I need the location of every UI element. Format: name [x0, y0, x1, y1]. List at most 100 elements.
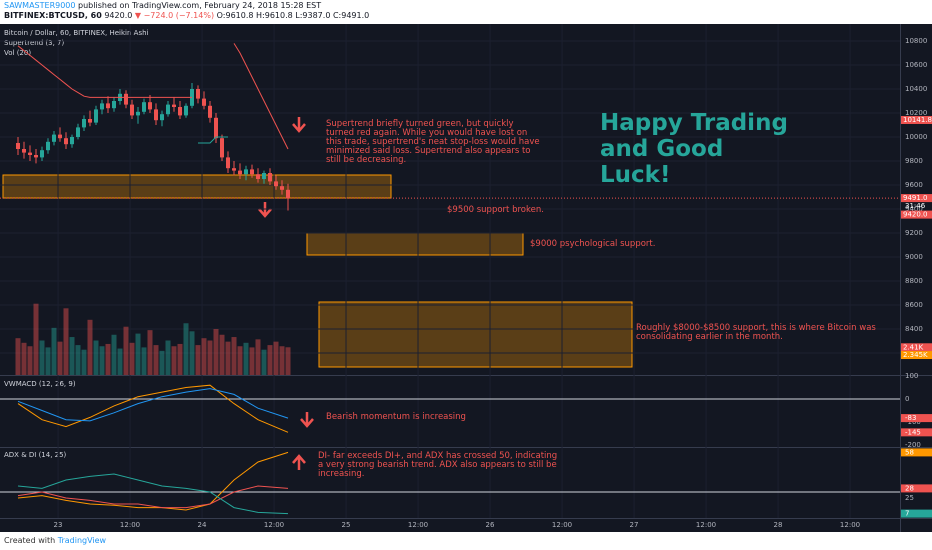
candle-body [262, 173, 266, 179]
adx-tag-label: 58 [905, 448, 914, 456]
candle-body [196, 89, 200, 99]
candle-body [184, 105, 188, 116]
macd-line [17, 388, 289, 422]
header: SAWMASTER9000 published on TradingView.c… [0, 0, 932, 24]
volume-bar [201, 338, 207, 375]
adx-tag [901, 484, 932, 493]
price-tag-label: 9420.0 [903, 211, 928, 219]
annotation: Roughly $8000-$8500 support, this is whe… [636, 323, 876, 342]
adx-tag-label: 28 [905, 484, 914, 492]
brand[interactable]: TradingView [57, 536, 107, 545]
y-tick-label: 9800 [905, 157, 923, 165]
adx-line [17, 485, 289, 509]
y-tick-label: 8400 [905, 325, 923, 333]
y-tick-label: 9200 [905, 229, 923, 237]
volume-bar [213, 329, 219, 375]
y-tick-label: -200 [905, 441, 921, 449]
volume-bar [57, 341, 63, 375]
volume-bar [207, 340, 213, 375]
x-tick-label: 26 [486, 521, 495, 529]
annotation: Bearish momentum is increasing [326, 412, 466, 422]
author[interactable]: SAWMASTER9000 [4, 1, 76, 10]
volume-tag-label: 2.345K [903, 351, 928, 359]
chart: Bitcoin / Dollar, 60, BITFINEX, Heikin A… [0, 24, 932, 532]
candle-body [34, 155, 38, 158]
candle-body [82, 119, 86, 128]
candle-body [220, 138, 224, 158]
adx-tag [901, 448, 932, 457]
y-tick-label: 9400 [905, 205, 923, 213]
volume-bar [105, 343, 111, 375]
annotation: DI- far exceeds DI+, and ADX has crossed… [318, 451, 558, 479]
x-tick-label: 12:00 [120, 521, 140, 529]
candle-body [268, 173, 272, 182]
volume-tag [901, 351, 932, 360]
adx-line [17, 451, 289, 511]
adx-line [17, 473, 289, 515]
support-box [306, 232, 524, 256]
volume-bar [93, 340, 99, 375]
candle-body [280, 186, 284, 190]
volume-bar [285, 347, 291, 375]
candle-body [16, 143, 20, 149]
volume-bar [45, 347, 51, 375]
supertrend-line [198, 136, 228, 144]
volume-bar [21, 342, 27, 375]
legend: Supertrend (3, 7) [4, 39, 64, 47]
arrows [258, 117, 314, 470]
countdown: 31:46 [905, 202, 926, 210]
volume-bar [267, 345, 273, 375]
candle-body [124, 93, 128, 105]
candle-body [226, 157, 230, 169]
y-tick-label: 10000 [905, 133, 927, 141]
candle-body [100, 103, 104, 110]
volume-bar [159, 350, 165, 375]
volume-bar [15, 338, 21, 375]
macd-tag [901, 414, 932, 423]
candle-body [178, 107, 182, 116]
volume-bar [123, 326, 129, 375]
candle-body [214, 117, 218, 139]
x-tick-label: 28 [774, 521, 783, 529]
candle-body [46, 141, 50, 151]
volume-tag [901, 343, 932, 352]
candle-body [286, 189, 290, 199]
macd-tag-label: -145 [905, 428, 921, 436]
price-tag [901, 210, 932, 219]
volume-bar [111, 334, 117, 375]
y-tick-label: 0 [905, 395, 909, 403]
candle-body [106, 103, 110, 109]
y-tick-label: 8800 [905, 277, 923, 285]
volume-bar [261, 349, 267, 375]
y-tick-label: 25 [905, 494, 914, 502]
annotation: Supertrend briefly turned green, but qui… [326, 119, 540, 165]
volume-bar [183, 323, 189, 375]
x-tick-label: 12:00 [264, 521, 284, 529]
volume-bar [195, 345, 201, 375]
x-tick-label: 12:00 [552, 521, 572, 529]
volume-bar [279, 346, 285, 375]
x-tick-label: 12:00 [840, 521, 860, 529]
x-tick-label: 12:00 [696, 521, 716, 529]
created: Created with [4, 536, 56, 545]
legend: Bitcoin / Dollar, 60, BITFINEX, Heikin A… [4, 29, 149, 37]
candle-body [142, 102, 146, 112]
volume-bar [141, 347, 147, 375]
ohlc: O:9610.8 H:9610.8 L:9387.0 C:9491.0 [216, 11, 370, 20]
volume-bar [87, 319, 93, 375]
candle-body [166, 104, 170, 115]
footer: Created with TradingView [0, 532, 932, 550]
y-tick-label: 9000 [905, 253, 923, 261]
volume-bar [177, 343, 183, 375]
volume-bar [27, 346, 33, 375]
support-box [2, 174, 392, 199]
volume-bar [63, 308, 69, 375]
macd-tag-label: -83 [905, 414, 916, 422]
macd-line [17, 384, 289, 433]
y-tick-label: 10200 [905, 109, 927, 117]
candle-body [232, 168, 236, 171]
candle-body [28, 152, 32, 155]
last: 9420.0 [104, 11, 133, 20]
volume-bar [135, 333, 141, 375]
